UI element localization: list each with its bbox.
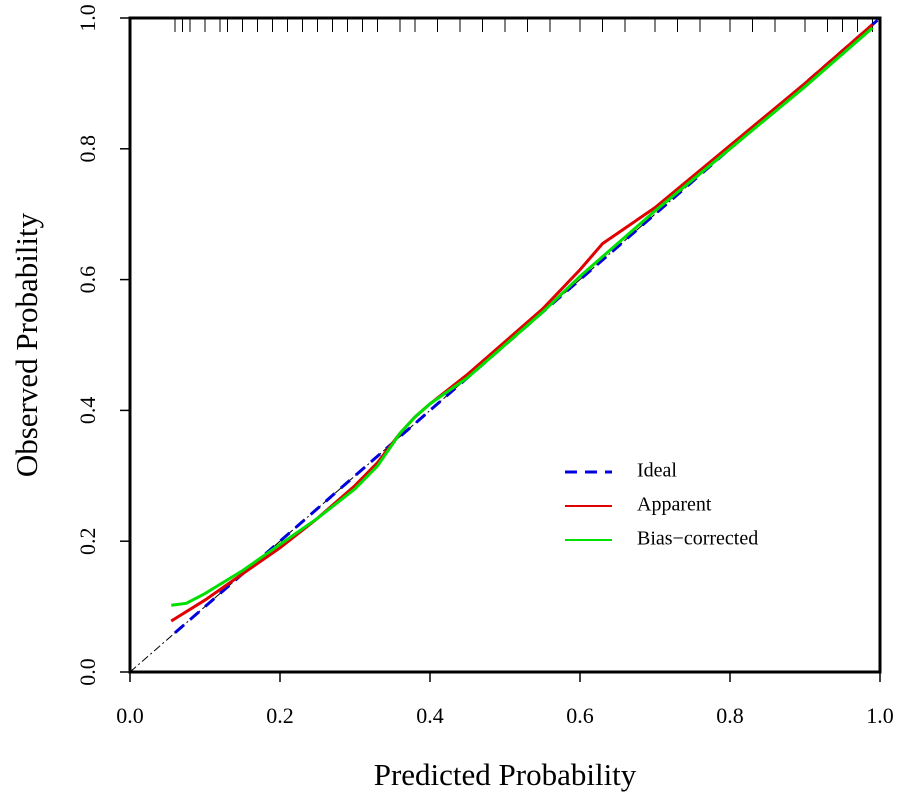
- y-tick-label: 0.2: [75, 527, 100, 555]
- x-tick-label: 0.2: [266, 703, 294, 728]
- x-tick-label: 0.8: [716, 703, 744, 728]
- y-tick-label: 1.0: [75, 4, 100, 32]
- y-tick-label: 0.0: [75, 658, 100, 686]
- series-line: [171, 26, 874, 607]
- x-tick-label: 0.4: [416, 703, 444, 728]
- y-tick-label: 0.8: [75, 135, 100, 163]
- x-axis-title: Predicted Probability: [374, 757, 637, 792]
- legend-label: Apparent: [637, 494, 712, 516]
- series-line: [170, 23, 874, 623]
- y-axis-title: Observed Probability: [9, 212, 44, 477]
- y-tick-label: 0.6: [75, 266, 100, 294]
- legend-label: Bias−corrected: [637, 528, 758, 550]
- y-tick-label: 0.4: [75, 397, 100, 425]
- legend-label: Ideal: [637, 460, 677, 482]
- x-tick-label: 0.0: [116, 703, 144, 728]
- x-tick-label: 0.6: [566, 703, 594, 728]
- x-tick-label: 1.0: [866, 703, 894, 728]
- plot-frame: [128, 16, 882, 674]
